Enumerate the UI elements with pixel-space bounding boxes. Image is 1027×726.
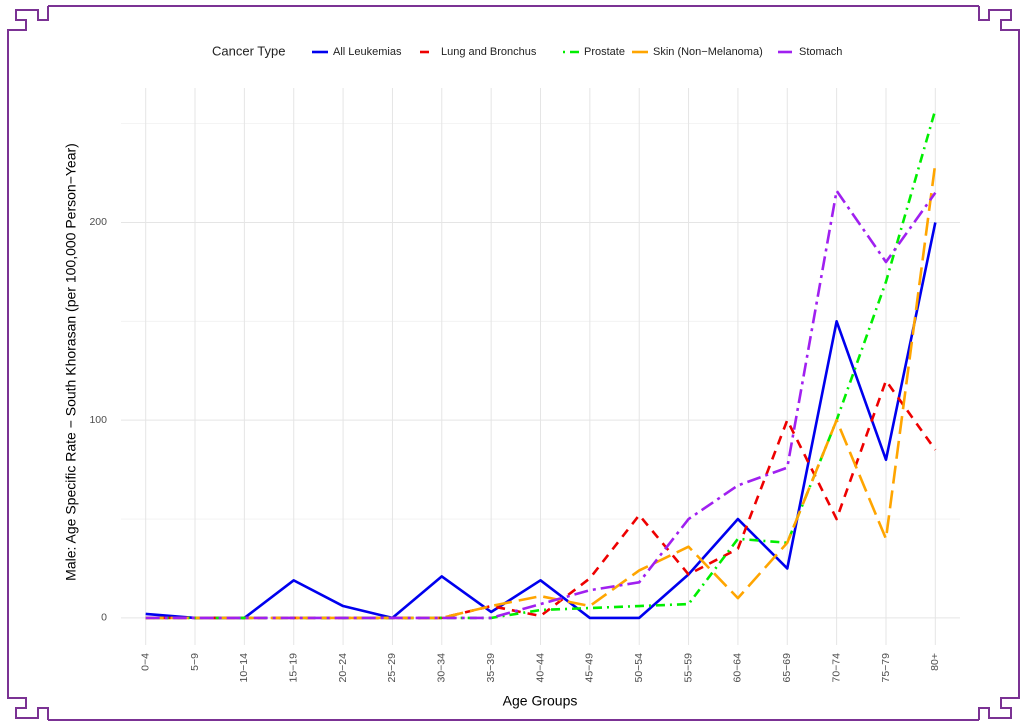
x-tick-label: 35−39 [485, 653, 497, 683]
series-line [145, 189, 937, 620]
y-axis-title: Male: Age Specific Rate − South Khorasan… [63, 143, 79, 581]
y-tick-label: 0 [101, 612, 107, 624]
legend-label: All Leukemias [333, 46, 402, 58]
x-tick-label: 60−64 [732, 653, 744, 683]
legend-title: Cancer Type [212, 43, 285, 58]
frame [7, 5, 1020, 721]
x-tick-label: 0−4 [139, 653, 151, 671]
x-tick-label: 40−44 [534, 653, 546, 683]
y-tick-label: 200 [89, 216, 107, 228]
legend-label: Stomach [799, 46, 842, 58]
x-tick-label: 55−59 [682, 653, 694, 683]
x-tick-label: 15−19 [288, 653, 300, 683]
x-tick-label: 65−69 [781, 653, 793, 683]
x-tick-label: 5−9 [189, 653, 201, 671]
legend-label: Lung and Bronchus [441, 46, 537, 58]
x-tick-label: 30−34 [436, 653, 448, 683]
series-line [145, 162, 937, 620]
x-tick-label: 10−14 [238, 653, 250, 683]
x-tick-label: 50−54 [633, 653, 645, 683]
x-tick-label: 45−49 [584, 653, 596, 683]
series-line [145, 222, 937, 620]
x-tick-label: 80+ [929, 653, 941, 671]
x-axis-title: Age Groups [503, 693, 578, 709]
x-tick-label: 20−24 [337, 653, 349, 683]
x-tick-label: 25−29 [386, 653, 398, 683]
legend-label: Skin (Non−Melanoma) [653, 46, 763, 58]
x-tick-label: 70−74 [830, 653, 842, 683]
y-tick-label: 100 [89, 414, 107, 426]
x-tick-label: 75−79 [880, 653, 892, 683]
legend-label: Prostate [584, 46, 625, 58]
